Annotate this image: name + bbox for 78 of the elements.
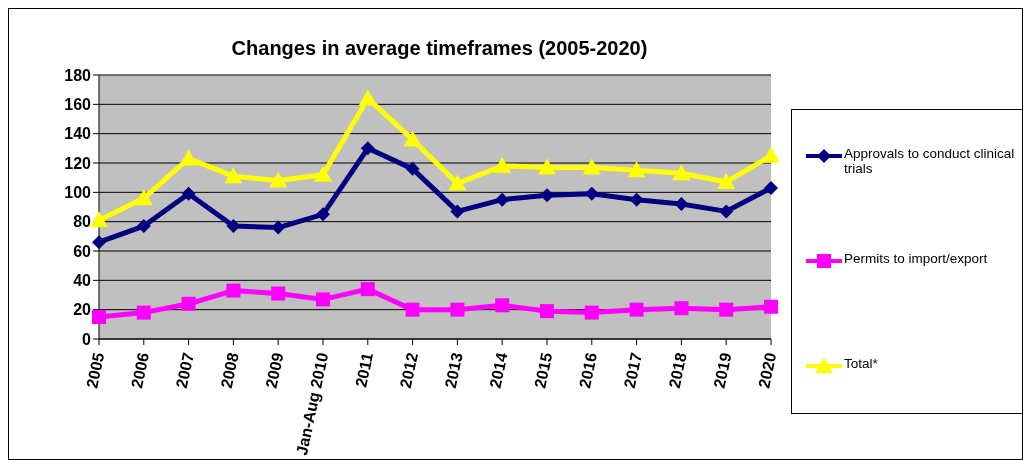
x-tick-label: 2005 (83, 351, 108, 390)
point (584, 186, 599, 201)
x-tick-label: 2009 (262, 351, 287, 390)
point (717, 173, 736, 190)
x-tick-label: 2017 (620, 351, 645, 390)
x-tick-label: 2007 (172, 351, 197, 390)
legend-label: Permits to import/export (844, 251, 989, 266)
x-tick-label: 2020 (755, 351, 780, 390)
y-tick-label: 60 (73, 242, 92, 260)
point (226, 283, 241, 298)
point (674, 197, 689, 212)
x-tick-label: 2018 (665, 351, 690, 390)
y-tick-label: 40 (73, 272, 92, 290)
point (92, 235, 106, 250)
point (450, 302, 465, 317)
point (448, 174, 467, 191)
point (764, 180, 778, 195)
point (672, 164, 691, 181)
x-tick-label: 2014 (486, 351, 511, 390)
point (136, 219, 151, 234)
point (360, 282, 375, 297)
x-tick-label: 2016 (576, 351, 601, 390)
point (719, 204, 734, 219)
legend-label: Approvals to conduct clinical trials (844, 146, 1016, 176)
point (493, 156, 512, 173)
x-tick-label: 2015 (531, 351, 556, 390)
legend-label: Total* (844, 356, 879, 371)
point (269, 171, 288, 188)
point (179, 149, 198, 166)
x-tick-label: 2006 (128, 351, 153, 390)
point (674, 301, 689, 316)
point (134, 189, 153, 206)
point (629, 192, 644, 207)
point (584, 305, 599, 320)
point (540, 304, 554, 319)
point (271, 286, 286, 301)
point (495, 192, 510, 207)
point (224, 167, 243, 184)
point (540, 188, 554, 203)
point (90, 211, 108, 228)
point (136, 305, 151, 320)
y-tick-label: 180 (64, 66, 92, 84)
point (226, 219, 241, 234)
point (582, 158, 601, 175)
point (719, 302, 734, 317)
x-tick-label: 2011 (352, 351, 377, 389)
point (450, 204, 465, 219)
point (181, 186, 196, 201)
point (405, 302, 420, 317)
y-tick-label: 140 (64, 125, 92, 143)
y-tick-label: 0 (82, 330, 92, 348)
point (403, 130, 422, 147)
y-tick-label: 100 (64, 184, 92, 202)
point (405, 161, 420, 176)
point (762, 146, 779, 163)
x-tick-label: 2008 (217, 351, 242, 390)
x-tick-label: 2019 (710, 351, 735, 390)
y-tick-label: 20 (73, 301, 92, 319)
chart-title: Changes in average timeframes (2005-2020) (230, 37, 649, 60)
point (360, 141, 375, 156)
point (92, 310, 106, 324)
point (629, 302, 644, 317)
y-tick-label: 160 (64, 96, 92, 114)
point (314, 165, 332, 182)
point (316, 292, 330, 307)
y-tick-label: 120 (64, 154, 92, 172)
point (495, 298, 510, 313)
x-tick-label: Jan-Aug 2010 (293, 351, 332, 457)
point (316, 207, 330, 222)
point (271, 220, 286, 235)
y-tick-label: 80 (73, 213, 92, 231)
point (358, 89, 377, 106)
point (627, 161, 646, 178)
point (181, 296, 196, 311)
point (538, 158, 556, 175)
point (764, 299, 778, 314)
x-tick-label: 2013 (441, 351, 466, 390)
x-tick-label: 2012 (396, 351, 421, 390)
